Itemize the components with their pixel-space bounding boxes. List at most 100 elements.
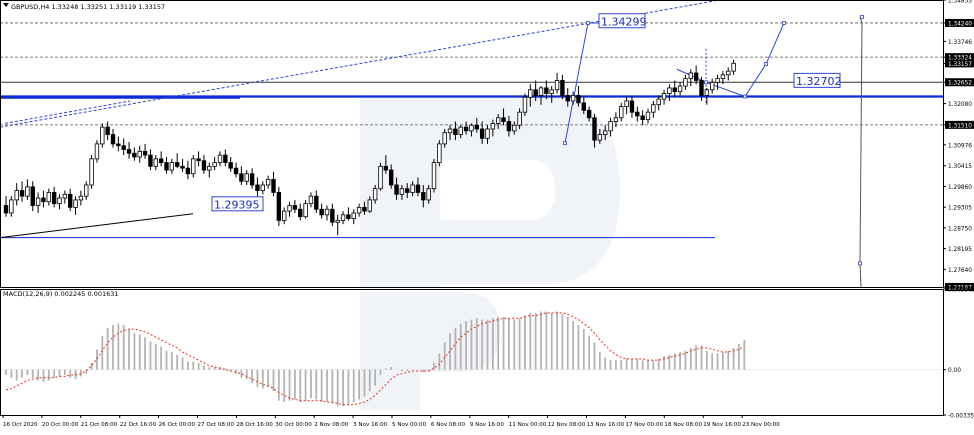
forecast-path-right — [677, 23, 784, 97]
bullish-candle — [10, 200, 14, 213]
bullish-candle — [341, 215, 345, 221]
bullish-candle — [571, 95, 575, 101]
bullish-candle — [373, 189, 377, 200]
bullish-candle — [518, 112, 522, 125]
bullish-candle — [58, 198, 62, 204]
bullish-candle — [213, 163, 217, 167]
watermark-logo — [360, 95, 620, 410]
bullish-candle — [689, 73, 693, 79]
bullish-candle — [732, 63, 736, 71]
bullish-candle — [486, 129, 490, 138]
y-tick-label-highlight: 1.31510 — [948, 123, 972, 129]
x-tick-label: 3 Nov 16:00 — [353, 422, 388, 428]
bearish-candle — [464, 127, 468, 131]
bearish-candle — [240, 174, 244, 181]
bearish-candle — [480, 129, 484, 138]
bullish-candle — [668, 88, 672, 94]
anchor-point — [587, 21, 590, 24]
anchor-point — [861, 15, 864, 18]
price-annotation-label: 1.29395 — [214, 198, 260, 211]
bullish-candle — [101, 127, 105, 144]
bearish-candle — [315, 196, 319, 209]
bullish-candle — [357, 207, 361, 213]
bullish-candle — [325, 209, 329, 215]
bullish-candle — [261, 185, 265, 191]
bearish-candle — [534, 90, 538, 96]
y-tick-label: 1.30976 — [948, 143, 972, 149]
bullish-candle — [427, 189, 431, 200]
bullish-candle — [598, 135, 602, 141]
bearish-candle — [454, 129, 458, 135]
x-tick-label: 16 Oct 2020 — [3, 422, 38, 428]
bearish-candle — [117, 144, 121, 146]
macd-y-tick-label: -0.003356 — [948, 414, 974, 420]
bullish-candle — [411, 185, 415, 192]
bullish-candle — [705, 90, 709, 96]
bullish-candle — [90, 159, 94, 185]
bearish-candle — [133, 153, 137, 157]
bearish-candle — [566, 95, 570, 101]
bearish-candle — [416, 185, 420, 192]
bullish-candle — [721, 75, 725, 79]
bullish-candle — [726, 71, 730, 75]
bearish-candle — [165, 163, 169, 170]
bearish-candle — [277, 192, 281, 220]
y-tick-label: 1.29305 — [948, 206, 972, 212]
bearish-candle — [389, 170, 393, 185]
bullish-candle — [539, 88, 543, 95]
bullish-candle — [309, 196, 313, 203]
dropdown-arrow-icon — [3, 3, 9, 7]
bullish-candle — [15, 191, 19, 200]
bullish-candle — [448, 129, 452, 133]
x-tick-label: 17 Nov 00:00 — [625, 422, 663, 428]
bearish-candle — [31, 187, 35, 206]
bearish-candle — [224, 155, 228, 162]
bearish-candle — [694, 73, 698, 80]
x-tick-label: 5 Nov 00:00 — [392, 422, 427, 428]
x-tick-label: 12 Nov 08:00 — [548, 422, 586, 428]
y-tick-label: 1.30415 — [948, 164, 972, 170]
bullish-candle — [63, 194, 67, 198]
bearish-candle — [42, 198, 46, 202]
x-tick-label: 13 Nov 16:00 — [587, 422, 625, 428]
bullish-candle — [646, 112, 650, 119]
bullish-candle — [400, 189, 404, 195]
bullish-candle — [662, 94, 666, 100]
bearish-candle — [52, 192, 56, 203]
y-tick-label: 1.29860 — [948, 185, 972, 191]
bullish-candle — [208, 166, 212, 170]
bullish-candle — [603, 131, 607, 135]
y-tick-label: 1.34855 — [948, 0, 972, 5]
macd-panel — [0, 312, 943, 407]
bullish-candle — [84, 185, 88, 196]
bearish-candle — [395, 185, 399, 194]
macd-label: MACD(12,26,9) 0.002245 0.001631 — [3, 290, 119, 298]
y-tick-label: 1.32080 — [948, 102, 972, 108]
bearish-candle — [106, 127, 110, 134]
price-annotation-label: 1.32702 — [796, 75, 842, 88]
bearish-candle — [507, 122, 511, 131]
bullish-candle — [657, 99, 661, 105]
x-tick-label: 20 Oct 00:00 — [42, 422, 79, 428]
macd-y-tick-label: 0.005965 — [948, 288, 974, 294]
bearish-candle — [127, 150, 131, 154]
bullish-candle — [47, 192, 51, 201]
bearish-candle — [577, 95, 581, 102]
bullish-candle — [74, 200, 78, 207]
x-tick-label: 26 Oct 00:00 — [159, 422, 196, 428]
bullish-candle — [523, 97, 527, 112]
y-tick-label-highlight: 1.33157 — [948, 62, 972, 68]
bullish-candle — [432, 163, 436, 189]
anchor-point — [705, 81, 708, 84]
bearish-candle — [422, 192, 426, 199]
bearish-candle — [593, 118, 597, 140]
bullish-candle — [529, 90, 533, 97]
bullish-candle — [282, 211, 286, 220]
bearish-candle — [229, 163, 233, 169]
bullish-candle — [336, 220, 340, 222]
bearish-candle — [636, 112, 640, 116]
bullish-candle — [154, 159, 158, 166]
bullish-candle — [26, 187, 30, 196]
